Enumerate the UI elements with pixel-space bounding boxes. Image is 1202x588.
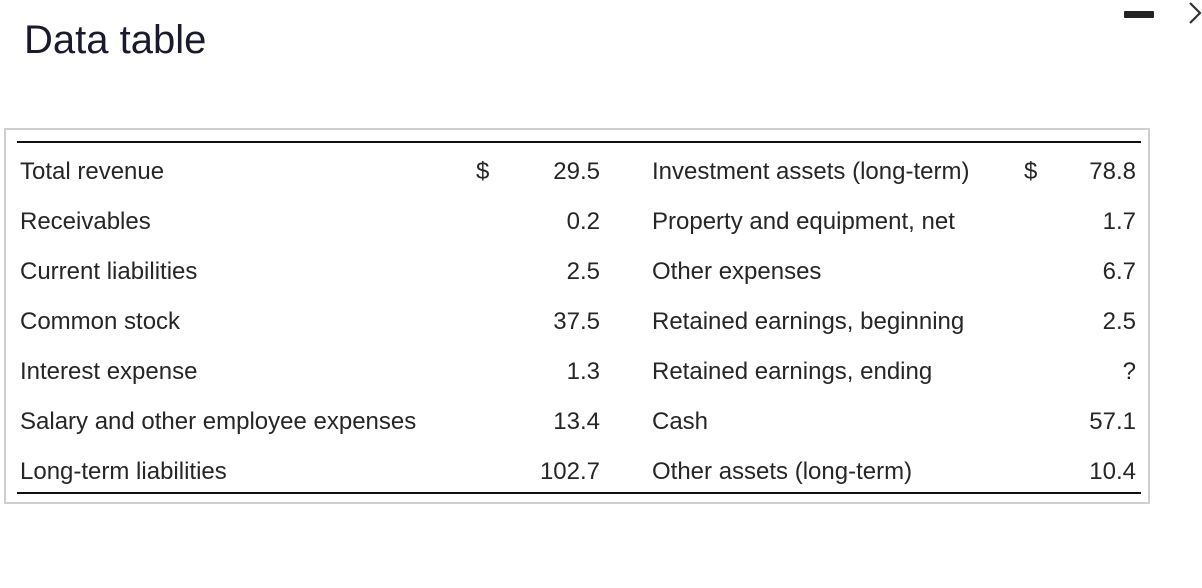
table-top-rule bbox=[17, 141, 1141, 143]
table-row: Common stock 37.5 Retained earnings, beg… bbox=[6, 297, 1148, 347]
currency-symbol: $ bbox=[1024, 158, 1038, 185]
row-label-left: Long-term liabilities bbox=[20, 458, 227, 485]
close-icon[interactable] bbox=[1186, 0, 1202, 26]
row-value-right: 2.5 bbox=[1102, 308, 1136, 335]
row-label-left: Receivables bbox=[20, 208, 151, 235]
row-label-right: Property and equipment, net bbox=[652, 208, 955, 235]
table-bottom-rule bbox=[17, 492, 1141, 494]
row-label-right: Investment assets (long-term) bbox=[652, 158, 970, 185]
row-value-right: 78.8 bbox=[1089, 158, 1136, 185]
row-value-left: 0.2 bbox=[566, 208, 600, 235]
row-value-right: ? bbox=[1122, 358, 1136, 385]
row-label-left: Interest expense bbox=[20, 358, 198, 385]
row-value-right: 1.7 bbox=[1102, 208, 1136, 235]
row-label-left: Common stock bbox=[20, 308, 181, 335]
row-label-left: Salary and other employee expenses bbox=[20, 408, 417, 435]
row-value-left: 102.7 bbox=[539, 458, 600, 485]
table-row: Receivables 0.2 Property and equipment, … bbox=[6, 197, 1148, 247]
row-value-left: 1.3 bbox=[566, 358, 600, 385]
table-row: Interest expense 1.3 Retained earnings, … bbox=[6, 347, 1148, 397]
row-label-right: Retained earnings, ending bbox=[652, 358, 933, 385]
row-value-right: 10.4 bbox=[1089, 458, 1136, 485]
minimize-icon[interactable] bbox=[1124, 11, 1154, 18]
row-label-left: Total revenue bbox=[20, 158, 165, 185]
table-row: Current liabilities 2.5 Other expenses 6… bbox=[6, 247, 1148, 297]
currency-symbol: $ bbox=[476, 158, 490, 185]
table-row: Total revenue $ 29.5 Investment assets (… bbox=[6, 147, 1148, 197]
table-row: Long-term liabilities 102.7 Other assets… bbox=[6, 447, 1148, 497]
table-row: Salary and other employee expenses 13.4 … bbox=[6, 397, 1148, 447]
row-value-right: 6.7 bbox=[1102, 258, 1136, 285]
data-table: Total revenue $ 29.5 Investment assets (… bbox=[4, 128, 1150, 504]
row-value-right: 57.1 bbox=[1089, 408, 1136, 435]
row-value-left: 37.5 bbox=[553, 308, 600, 335]
row-label-right: Other assets (long-term) bbox=[652, 458, 913, 485]
row-value-left: 2.5 bbox=[566, 258, 600, 285]
row-label-right: Retained earnings, beginning bbox=[652, 308, 965, 335]
row-label-right: Other expenses bbox=[652, 258, 822, 285]
row-value-left: 13.4 bbox=[553, 408, 600, 435]
row-value-left: 29.5 bbox=[553, 158, 600, 185]
row-label-left: Current liabilities bbox=[20, 258, 198, 285]
page-title: Data table bbox=[24, 18, 207, 62]
row-label-right: Cash bbox=[652, 408, 709, 435]
